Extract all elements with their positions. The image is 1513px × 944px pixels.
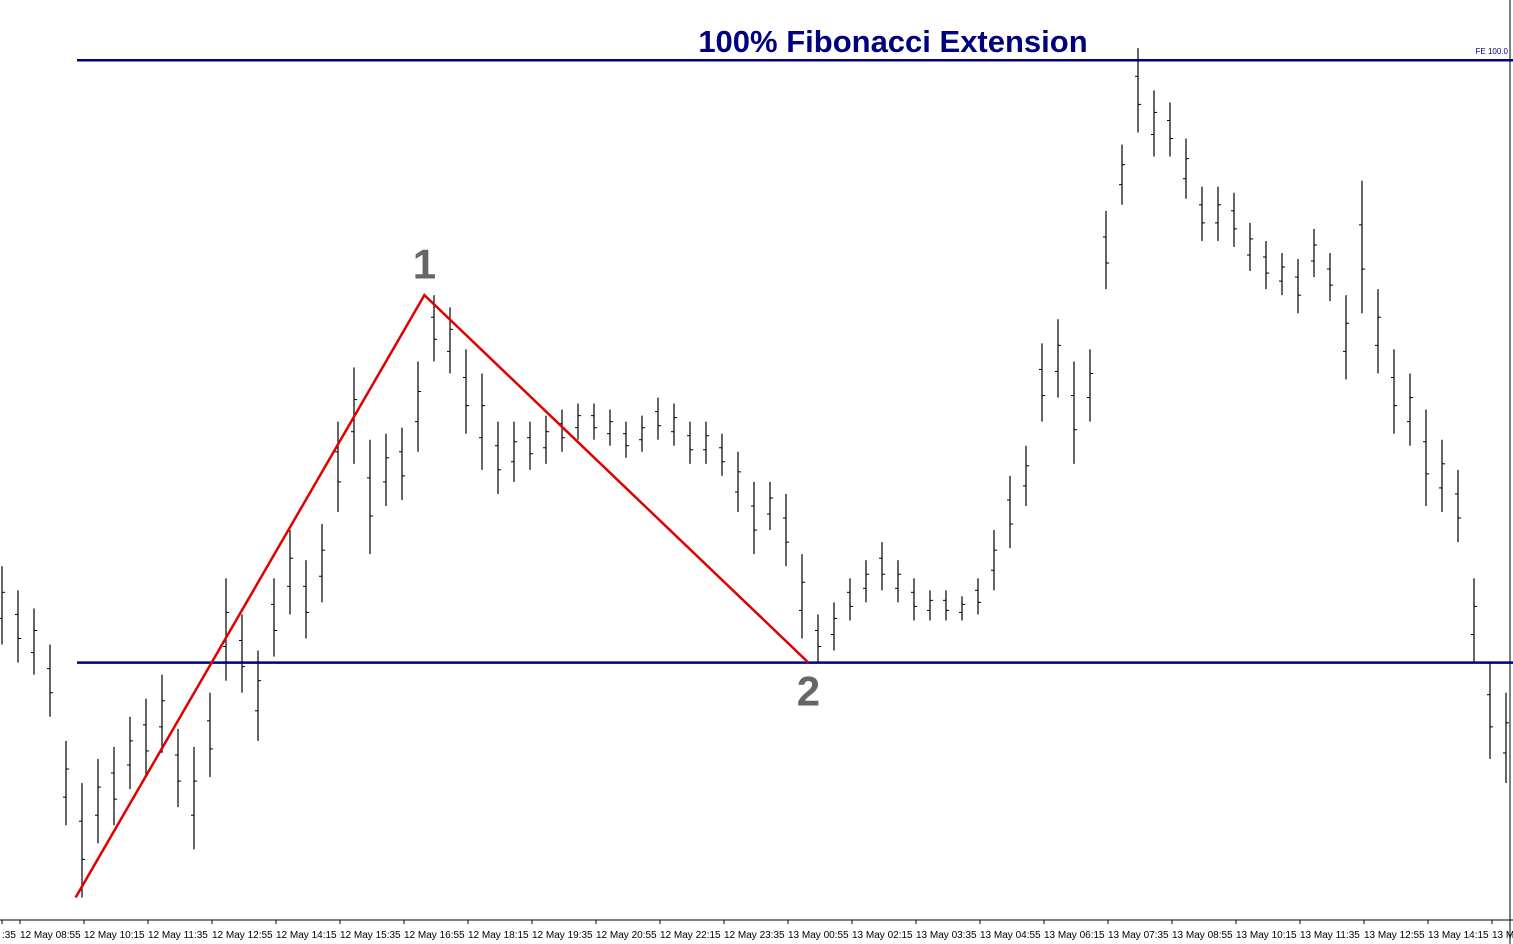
zigzag-line [74, 293, 810, 899]
x-tick-label: 13 May 02:15 [852, 930, 913, 941]
x-tick-label: 13 May 03:35 [916, 930, 977, 941]
x-tick-label: 12 May 15:35 [340, 930, 401, 941]
x-tick-label: 12 May 23:35 [724, 930, 785, 941]
x-tick-label: 12 May 16:55 [404, 930, 465, 941]
chart-title: 100% Fibonacci Extension [698, 24, 1087, 59]
x-tick-label: 12 May 20:55 [596, 930, 657, 941]
x-tick-label: 12 May 14:15 [276, 930, 337, 941]
point-label: 2 [797, 668, 820, 715]
x-tick-label: :35 [2, 930, 16, 941]
x-tick-label: 12 May 19:35 [532, 930, 593, 941]
x-tick-label: 13 May 12:55 [1364, 930, 1425, 941]
x-tick-label: 13 May 10:15 [1236, 930, 1297, 941]
point-label: 1 [413, 240, 436, 287]
x-tick-label: 12 May 18:15 [468, 930, 529, 941]
x-tick-label: 12 May 08:55 [20, 930, 81, 941]
level-label: FE 100.0 [1476, 47, 1509, 56]
x-tick-label: 12 May 10:15 [84, 930, 145, 941]
x-tick-label: 13 May 14:15 [1428, 930, 1489, 941]
x-tick-label: 12 May 12:55 [212, 930, 273, 941]
x-tick-label: 12 May 22:15 [660, 930, 721, 941]
x-tick-label: 12 May 11:35 [148, 930, 208, 941]
x-tick-label: 13 May 00:55 [788, 930, 849, 941]
x-tick-label: 13 May 06:15 [1044, 930, 1105, 941]
x-tick-label: 13 May 07:35 [1108, 930, 1169, 941]
x-tick-label: 13 M [1492, 930, 1513, 941]
x-tick-label: 13 May 08:55 [1172, 930, 1233, 941]
x-tick-label: 13 May 11:35 [1300, 930, 1360, 941]
x-tick-label: 13 May 04:55 [980, 930, 1041, 941]
